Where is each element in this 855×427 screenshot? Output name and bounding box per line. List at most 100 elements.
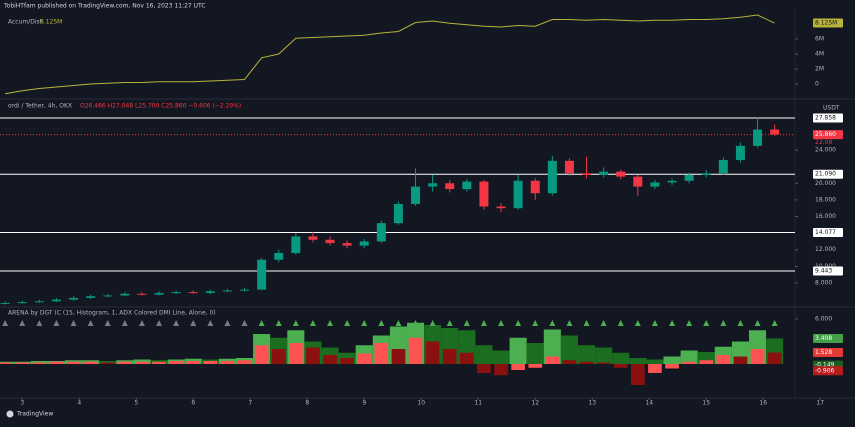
y-tick-label: 6M — [815, 36, 824, 43]
histogram-bar — [391, 348, 406, 364]
signal-triangle — [566, 320, 573, 326]
signal-triangle — [669, 320, 676, 326]
histogram-bar — [357, 353, 372, 364]
candle-body — [205, 291, 215, 293]
signal-triangle — [480, 320, 487, 326]
histogram-bar — [613, 363, 628, 368]
signal-triangle — [754, 320, 761, 326]
histogram-bar — [577, 345, 596, 364]
candle-body — [291, 236, 301, 254]
x-tick-label: 17 — [816, 400, 824, 407]
histogram-bar — [646, 359, 664, 364]
hline-label: 9.443 — [815, 267, 832, 274]
signal-triangle — [446, 320, 453, 326]
histogram-bar — [15, 362, 30, 364]
candle-body — [547, 160, 557, 194]
histogram-bar — [152, 361, 166, 364]
y-tick-label: 24.000 — [815, 147, 836, 154]
candle-body — [103, 295, 113, 297]
signal-triangle — [737, 320, 744, 326]
candle-body — [34, 301, 44, 303]
histogram-bar — [32, 362, 47, 364]
published: TobiHTfam published on TradingView.com, … — [3, 3, 206, 10]
candle-body — [701, 173, 711, 175]
signal-triangle — [2, 320, 9, 326]
candle-body — [359, 241, 369, 246]
candle-body — [513, 180, 523, 209]
histogram-bar — [459, 352, 474, 364]
candle-body — [274, 253, 284, 260]
signal-triangle — [412, 320, 419, 326]
candle-body — [325, 239, 335, 244]
histogram-bar — [477, 363, 491, 373]
candle-body — [308, 236, 318, 240]
x-tick-label: 10 — [417, 400, 425, 407]
signal-triangle — [720, 320, 727, 326]
signal-triangle — [651, 320, 658, 326]
histogram-bar — [0, 362, 12, 364]
histogram-bar — [374, 342, 389, 364]
candle-body — [120, 293, 130, 296]
y-tick-label: 18.000 — [815, 196, 836, 203]
hline-label: 21.090 — [815, 171, 836, 178]
signal-triangle — [583, 320, 590, 326]
logo — [6, 410, 14, 418]
signal-triangle — [498, 320, 505, 326]
legend: ARENA by DGT (C (15, Histogram, 1, ADX C… — [8, 310, 216, 317]
candle-body — [650, 182, 660, 187]
histogram-bar — [99, 360, 117, 364]
candle-body — [633, 176, 643, 187]
candle-body — [171, 292, 181, 294]
signal-triangle — [429, 320, 436, 326]
histogram-bar — [306, 347, 320, 364]
signal-triangle — [156, 320, 163, 326]
histogram-bar — [750, 348, 765, 364]
countdown: 22:09 — [815, 139, 832, 146]
candle-body — [257, 259, 267, 290]
histogram-bar — [254, 345, 269, 364]
candle-body — [69, 297, 79, 300]
candle-body — [51, 299, 61, 302]
hline-label-box — [813, 169, 843, 179]
candle-body — [496, 206, 506, 209]
candle-body — [137, 293, 147, 295]
indicator-label: 3.408 — [815, 335, 832, 342]
signal-triangle — [617, 320, 624, 326]
signal-triangle — [361, 320, 368, 326]
signal-triangle — [87, 320, 94, 326]
indicator-label: -0.906 — [815, 367, 835, 374]
signal-triangle — [344, 320, 351, 326]
histogram-bar — [579, 361, 594, 364]
candle-body — [154, 292, 164, 295]
signal-triangle — [686, 320, 693, 326]
histogram-bar — [629, 357, 647, 364]
candle-body — [564, 160, 574, 174]
y-tick-label: 8.000 — [815, 279, 832, 286]
hline-label-box — [813, 113, 843, 123]
hline-label-box — [813, 227, 843, 237]
histogram-bar — [526, 342, 544, 364]
histogram-bar — [271, 348, 286, 364]
signal-triangle — [275, 320, 282, 326]
histogram-bar — [682, 361, 696, 364]
x-tick-label: 7 — [248, 400, 252, 407]
y-tick-label: 4M — [815, 51, 824, 58]
signal-triangle — [292, 320, 299, 326]
y-tick-label: 2M — [815, 66, 824, 73]
indicator-label-box — [813, 348, 843, 358]
histogram-bar — [716, 354, 731, 364]
histogram-bar — [237, 360, 252, 364]
histogram-bar — [494, 363, 508, 376]
indicator-label: -0.149 — [815, 362, 835, 369]
signal-triangle — [258, 320, 265, 326]
x-tick-label: 13 — [588, 400, 596, 407]
legend: Accum/Dist — [8, 19, 43, 26]
candle-body — [530, 180, 540, 194]
candle-body — [188, 292, 198, 294]
y-tick-label: 6.000 — [815, 315, 832, 322]
hline-label-box — [813, 266, 843, 276]
signal-triangle — [173, 320, 180, 326]
signal-triangle — [224, 320, 231, 326]
hline-label: 27.858 — [815, 114, 836, 121]
y-tick-label: 20.000 — [815, 180, 836, 187]
